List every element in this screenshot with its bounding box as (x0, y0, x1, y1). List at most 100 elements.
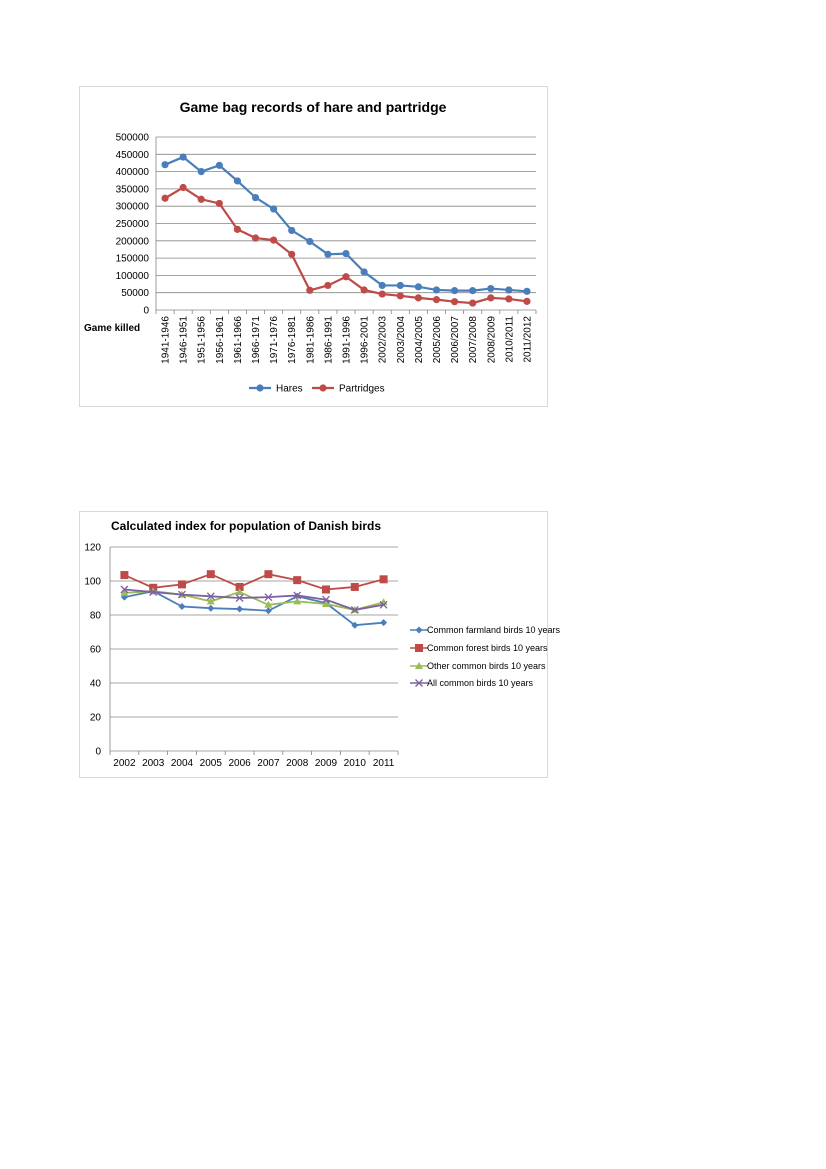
x-tick-label: 2004 (171, 758, 194, 769)
data-point-hares (197, 168, 205, 176)
data-point-hares (306, 237, 314, 246)
data-point-common-farmland-birds-10-years (351, 621, 359, 629)
data-point-common-farmland-birds-10-years (236, 605, 244, 613)
data-point-partridges (161, 194, 169, 202)
x-tick-label: 2010 (344, 758, 367, 769)
data-point-all-common-birds-10-years (149, 588, 158, 597)
data-point-all-common-birds-10-years (322, 595, 330, 604)
y-tick-label: 100 (84, 577, 101, 588)
data-point-hares (450, 287, 459, 295)
data-point-hares (360, 268, 368, 276)
legend-label: Partridges (339, 384, 385, 395)
x-tick-label: 2005/2006 (432, 316, 443, 364)
data-point-all-common-birds-10-years (350, 605, 359, 614)
x-tick-label: 1981-1986 (305, 316, 316, 364)
y-tick-label: 500000 (116, 133, 150, 144)
x-tick-label: 2006 (228, 758, 251, 769)
data-point-partridges (288, 250, 296, 258)
data-point-hares (396, 281, 404, 290)
series-line-hares (164, 155, 528, 293)
data-point-common-farmland-birds-10-years (207, 604, 215, 612)
x-tick-label: 2008/2009 (486, 316, 497, 364)
data-point-partridges (396, 292, 404, 300)
data-point-common-forest-birds-10-years (206, 570, 215, 579)
data-point-hares (179, 153, 187, 161)
data-point-partridges (306, 286, 314, 294)
y-tick-label: 0 (143, 306, 149, 317)
data-point-hares (432, 286, 441, 294)
y-tick-label: 350000 (116, 184, 150, 195)
data-point-common-forest-birds-10-years (350, 582, 359, 591)
data-point-partridges (251, 234, 260, 242)
data-point-hares (505, 286, 513, 294)
x-tick-label: 2007/2008 (468, 316, 479, 364)
y-tick-label: 60 (90, 645, 102, 656)
x-tick-label: 1996-2001 (360, 316, 371, 364)
data-point-other-common-birds-10-years (293, 597, 302, 605)
data-point-partridges (469, 299, 477, 307)
data-point-common-farmland-birds-10-years (380, 619, 388, 627)
x-tick-label: 1966-1971 (251, 316, 262, 364)
data-point-common-forest-birds-10-years (322, 585, 330, 594)
y-axis-label: Game killed (84, 323, 140, 334)
legend-label: Common farmland birds 10 years (427, 625, 561, 635)
data-point-hares (487, 284, 495, 293)
data-point-partridges (342, 273, 350, 281)
data-point-partridges (523, 297, 531, 305)
data-point-other-common-birds-10-years (264, 600, 273, 608)
x-tick-label: 1976-1981 (287, 316, 298, 364)
data-point-other-common-birds-10-years (206, 597, 215, 605)
data-point-hares (378, 281, 386, 290)
x-tick-label: 1956-1961 (215, 316, 226, 364)
data-point-all-common-birds-10-years (264, 593, 273, 602)
data-point-common-forest-birds-10-years (264, 570, 273, 579)
x-tick-label: 2008 (286, 758, 309, 769)
y-tick-label: 300000 (116, 202, 150, 213)
data-point-all-common-birds-10-years (379, 600, 388, 609)
data-point-common-forest-birds-10-years (293, 576, 302, 585)
x-tick-label: 1986-1991 (323, 316, 334, 364)
chart-title: Game bag records of hare and partridge (180, 99, 447, 115)
danish-birds-chart-svg: Calculated index for population of Danis… (84, 519, 560, 769)
y-tick-label: 450000 (116, 150, 150, 161)
data-point-common-forest-birds-10-years (120, 571, 129, 580)
data-point-common-forest-birds-10-years (178, 580, 186, 589)
data-point-hares (215, 161, 223, 169)
x-tick-label: 2003 (142, 758, 165, 769)
y-tick-label: 20 (90, 713, 102, 724)
data-point-hares (161, 161, 169, 169)
x-tick-label: 1971-1976 (269, 316, 280, 364)
data-point-partridges (179, 183, 187, 192)
data-point-partridges (505, 295, 513, 303)
y-tick-label: 250000 (116, 219, 150, 230)
y-tick-label: 40 (90, 679, 102, 690)
x-tick-label: 2011/2012 (522, 316, 533, 363)
x-tick-label: 2003/2004 (396, 316, 407, 364)
legend-marker (415, 679, 423, 687)
x-tick-label: 2004/2005 (414, 316, 425, 364)
data-point-hares (469, 287, 477, 295)
legend-label: Hares (276, 384, 303, 395)
hare-partridge-chart: Game bag records of hare and partridge 0 5… (79, 86, 548, 407)
data-point-other-common-birds-10-years (322, 599, 330, 607)
chart-title: Calculated index for population of Danis… (111, 519, 381, 533)
legend-marker (415, 644, 423, 652)
x-tick-label: 2002/2003 (378, 316, 389, 364)
y-tick-label: 0 (95, 747, 101, 758)
data-point-all-common-birds-10-years (120, 585, 129, 594)
data-point-partridges (197, 195, 205, 203)
legend-marker (256, 384, 264, 392)
series-line-all-common-birds-10-years (124, 588, 384, 611)
legend-label: Common forest birds 10 years (427, 643, 548, 653)
data-point-hares (414, 283, 422, 291)
data-point-hares (251, 193, 260, 202)
legend-label: All common birds 10 years (427, 678, 534, 688)
x-tick-label: 1941-1946 (161, 316, 172, 364)
data-point-other-common-birds-10-years (235, 588, 244, 596)
data-point-partridges (414, 294, 422, 302)
data-point-common-farmland-birds-10-years (264, 607, 272, 615)
x-tick-label: 2010/2011 (504, 316, 515, 363)
data-point-common-forest-birds-10-years (235, 582, 244, 591)
data-point-common-forest-birds-10-years (379, 575, 388, 584)
data-point-all-common-birds-10-years (206, 592, 215, 601)
